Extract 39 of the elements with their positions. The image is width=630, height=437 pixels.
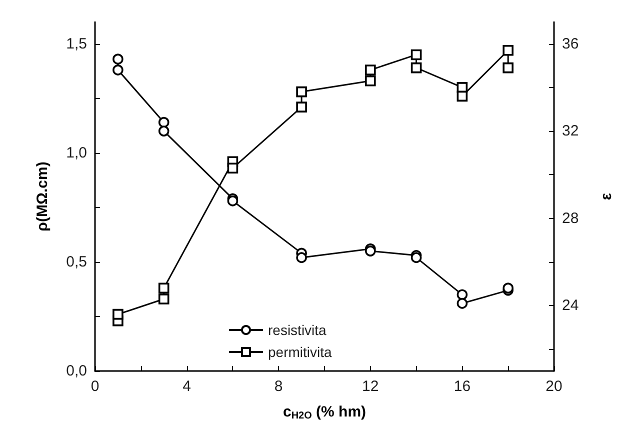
point [410,49,422,60]
point [296,102,307,112]
point [158,282,170,294]
y-tick-label: 0,5 [66,253,87,270]
point [365,75,376,86]
point [112,54,124,64]
y-tick-label: 1,0 [66,144,87,162]
x-tick-label: 12 [362,378,379,395]
y-tick-label: 0,0 [66,362,87,380]
x-tick-label: 20 [546,378,562,395]
point [112,308,124,320]
point [296,86,307,98]
legend-label: resistivita [268,322,327,338]
x-tick-label: 8 [274,378,283,395]
point [296,252,307,263]
point [365,246,376,256]
x-tick-label: 16 [454,378,471,395]
point [365,64,376,76]
point [227,162,238,174]
y2-tick-label: 24 [562,297,579,314]
legend-label: permitivita [268,344,332,360]
point [112,64,124,76]
point [502,44,514,56]
point [158,116,170,128]
x-tick-label: 0 [90,378,100,395]
point [456,90,468,102]
point [158,294,170,304]
y2-tick-label: 32 [562,122,579,140]
y-axis-title: ρ(MΩ.cm) [34,162,51,232]
x-tick-label: 4 [182,378,191,395]
point [456,298,468,309]
y2-axis-title: ε [598,192,615,200]
point [456,289,468,300]
point [502,62,514,74]
y2-tick-label: 36 [562,35,579,52]
point [410,62,422,74]
point [158,126,170,136]
y2-tick-label: 28 [562,210,579,227]
y-tick-label: 1,5 [66,35,87,52]
